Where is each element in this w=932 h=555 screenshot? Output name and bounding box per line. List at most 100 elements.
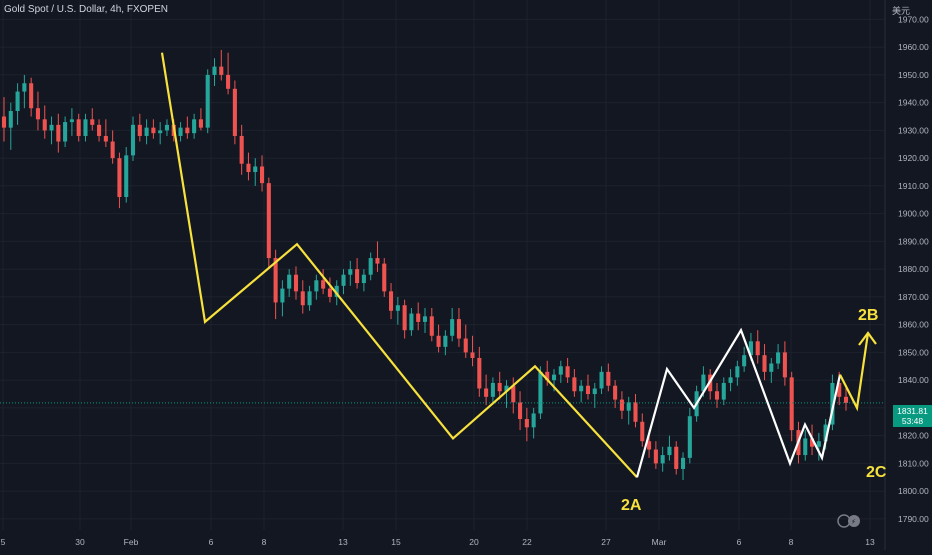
price-axis-bg — [885, 0, 932, 550]
candle-body — [327, 288, 332, 297]
candle-body — [701, 374, 706, 392]
candle-body — [205, 74, 210, 128]
candle-body — [185, 127, 190, 134]
x-tick-label: Feb — [124, 537, 139, 547]
y-tick-label: 1790.00 — [898, 514, 929, 524]
candle-body — [640, 421, 645, 442]
candle-body — [422, 316, 428, 322]
candle-body — [450, 319, 455, 336]
y-tick-label: 1900.00 — [898, 209, 929, 219]
candle-body — [531, 413, 536, 428]
candle-body — [76, 119, 81, 136]
candle-body — [266, 183, 271, 259]
candle-body — [198, 119, 203, 128]
candle-body — [178, 127, 183, 136]
candle-body — [504, 385, 509, 392]
current-price-tag: 1831.81 53:48 — [893, 405, 932, 427]
candle-body — [816, 441, 821, 447]
candle-body — [49, 124, 54, 131]
candle-body — [511, 385, 516, 403]
candle-body — [137, 124, 142, 136]
candle-body — [592, 388, 597, 395]
candle-body — [117, 158, 122, 198]
candle-body — [748, 341, 753, 356]
y-tick-label: 1870.00 — [898, 292, 929, 302]
zigzag-yellow — [160, 52, 638, 479]
candle-body — [477, 357, 482, 389]
candle-body — [1, 116, 7, 128]
candle-body — [158, 130, 163, 134]
candle-body — [348, 269, 353, 275]
tradingview-logo-icon[interactable]: ⚡ — [837, 514, 861, 528]
candle-body — [97, 124, 102, 136]
candle-body — [599, 371, 604, 389]
y-tick-label: 1930.00 — [898, 125, 929, 135]
candle-body — [144, 127, 149, 136]
candle-body — [490, 382, 495, 397]
y-tick-label: 1890.00 — [898, 236, 929, 246]
candle-body — [124, 155, 129, 198]
candle-body — [395, 305, 400, 311]
candle-body — [280, 288, 285, 303]
candle-body — [579, 385, 584, 392]
candle-body — [409, 313, 414, 331]
zigzag-white — [635, 327, 842, 478]
candle-body — [782, 352, 787, 378]
candle-body — [361, 274, 366, 284]
x-tick-label: 8 — [262, 537, 267, 547]
label-2c: 2C — [866, 464, 887, 481]
candle-body — [389, 291, 394, 311]
candle-body — [626, 402, 631, 411]
y-tick-label: 1960.00 — [898, 42, 929, 52]
x-tick-label: 13 — [865, 537, 875, 547]
price-axis: 1790.001800.001810.001820.001830.001840.… — [884, 0, 932, 550]
candle-body — [287, 274, 292, 289]
x-tick-label: 6 — [209, 537, 214, 547]
candle-body — [769, 363, 774, 372]
candle-body — [63, 122, 68, 142]
candle-body — [402, 305, 407, 331]
x-tick-label: 8 — [789, 537, 794, 547]
y-tick-label: 1860.00 — [898, 320, 929, 330]
candle-body — [29, 83, 34, 109]
candle-body — [368, 258, 373, 275]
candle-body — [8, 110, 13, 128]
x-tick-label: 15 — [391, 537, 401, 547]
candle-body — [735, 366, 740, 378]
candle-body — [524, 419, 529, 428]
candle-body — [565, 366, 570, 378]
candle-body — [660, 455, 665, 464]
candle-body — [90, 119, 95, 125]
candle-body — [192, 119, 197, 134]
candle-body — [246, 163, 251, 173]
candle-body — [42, 119, 47, 131]
candle-body — [355, 269, 360, 284]
candle-body — [545, 371, 550, 381]
candle-body — [843, 396, 849, 403]
candle-body — [789, 377, 794, 431]
candle-body — [687, 416, 692, 458]
candle-body — [273, 258, 278, 303]
candle-body — [443, 335, 448, 347]
candle-body — [253, 166, 258, 173]
current-price-value: 1831.81 — [897, 406, 928, 416]
candle-body — [103, 135, 108, 142]
candle-body — [606, 371, 611, 386]
y-tick-label: 1880.00 — [898, 264, 929, 274]
candle-body — [755, 341, 760, 356]
candle-body — [572, 377, 577, 392]
candle-body — [667, 446, 672, 456]
candle-body — [259, 166, 265, 184]
candle-body — [810, 438, 815, 447]
candle-body — [375, 258, 380, 264]
candle-body — [803, 438, 808, 456]
candle-body — [680, 457, 686, 469]
candle-body — [456, 319, 461, 339]
y-tick-label: 1950.00 — [898, 70, 929, 80]
candle-body — [300, 291, 305, 306]
candle-body — [742, 355, 747, 367]
candle-body — [558, 366, 563, 375]
candle-body — [239, 135, 244, 164]
